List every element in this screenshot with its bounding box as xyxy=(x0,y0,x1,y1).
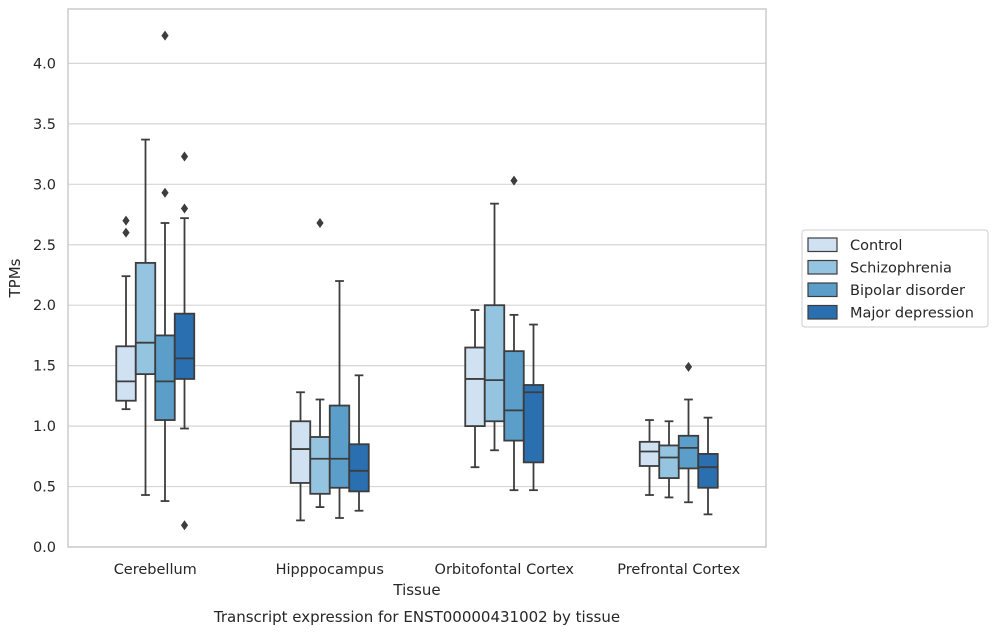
y-tick-label: 0.0 xyxy=(33,540,56,556)
y-tick-label: 2.5 xyxy=(33,238,56,254)
plot-area: 0.0 0.5 1.0 1.5 2.0 2.5 3.0 3.5 4.0 Cerebellum Hi… xyxy=(33,8,767,578)
box xyxy=(348,443,370,493)
x-tick-label: Cerebellum xyxy=(114,562,197,578)
x-axis-ticks: Cerebellum Hipppocampus Orbitofontal Corte… xyxy=(114,562,741,578)
box xyxy=(677,434,700,470)
x-axis-label: Tissue xyxy=(392,581,440,599)
box xyxy=(134,261,157,376)
y-tick-label: 3.0 xyxy=(33,177,56,193)
outlier-point xyxy=(316,217,324,228)
y-tick-label: 4.0 xyxy=(33,56,56,72)
plot-frame xyxy=(67,8,767,548)
outlier-point xyxy=(510,175,518,186)
box xyxy=(289,420,312,484)
y-tick-label: 2.0 xyxy=(33,298,56,314)
box-groups xyxy=(115,30,719,531)
y-tick-label: 1.0 xyxy=(33,419,56,435)
box xyxy=(154,334,176,421)
box-series xyxy=(154,30,700,519)
legend-swatch xyxy=(807,304,838,320)
outlier-point xyxy=(122,215,130,226)
outlier-point xyxy=(122,227,130,238)
box xyxy=(522,384,545,464)
legend-label: Bipolar disorder xyxy=(850,283,965,299)
x-tick-label: Hipppocampus xyxy=(276,562,384,578)
outlier-point xyxy=(161,187,169,198)
y-axis-ticks: 0.0 0.5 1.0 1.5 2.0 2.5 3.0 3.5 4.0 xyxy=(33,56,56,556)
y-tick-label: 0.5 xyxy=(33,480,56,496)
legend-swatch xyxy=(807,237,838,253)
box xyxy=(638,440,661,467)
legend-swatch xyxy=(807,259,838,275)
x-tick-label: Orbitofontal Cortex xyxy=(435,562,575,578)
outlier-point xyxy=(180,151,189,162)
box xyxy=(658,444,680,479)
box xyxy=(328,404,351,489)
legend: Control Schizophrenia Bipolar disorder Majo… xyxy=(801,229,989,328)
legend-frame xyxy=(801,229,989,328)
box xyxy=(503,350,525,442)
outlier-point xyxy=(180,520,189,531)
box xyxy=(309,436,331,495)
box-series xyxy=(173,151,719,531)
outlier-point xyxy=(161,30,169,41)
box xyxy=(697,453,719,489)
chart-caption: Transcript expression for ENST0000043100… xyxy=(213,608,620,626)
box xyxy=(173,312,196,380)
outlier-point xyxy=(180,203,189,214)
box-series xyxy=(134,138,680,509)
y-tick-label: 3.5 xyxy=(33,117,56,133)
box xyxy=(115,345,137,402)
legend-label: Control xyxy=(850,238,902,254)
box xyxy=(483,304,506,423)
y-axis-label: TPMs xyxy=(6,258,24,298)
box-series xyxy=(115,215,661,522)
legend-swatch xyxy=(807,282,838,298)
outlier-point xyxy=(684,361,693,372)
box xyxy=(464,346,486,428)
legend-label: Schizophrenia xyxy=(850,261,952,277)
x-tick-label: Prefrontal Cortex xyxy=(617,562,740,578)
y-tick-label: 1.5 xyxy=(33,359,56,375)
legend-label: Major depression xyxy=(850,306,974,322)
